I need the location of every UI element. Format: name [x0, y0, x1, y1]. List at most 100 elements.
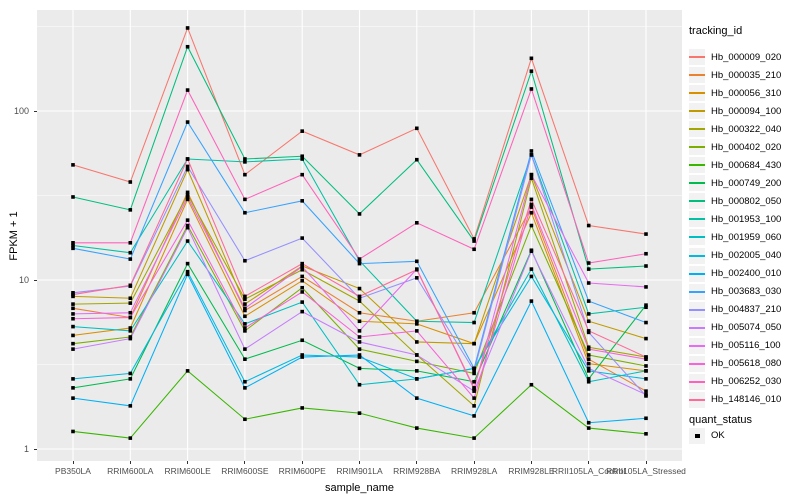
data-point — [357, 382, 362, 387]
data-point — [586, 353, 591, 357]
x-tick-label: RRIM600LA — [107, 466, 154, 476]
data-point — [185, 26, 190, 30]
data-point — [300, 264, 304, 269]
data-point — [415, 322, 419, 326]
legend-key-line-icon — [689, 74, 705, 77]
data-point — [529, 87, 534, 91]
data-point — [586, 329, 591, 333]
data-point — [529, 223, 534, 228]
legend-key-swatch — [689, 193, 705, 210]
data-point — [586, 347, 591, 351]
data-point — [71, 312, 75, 316]
x-tick-mark — [645, 461, 647, 464]
legend-item-label: Hb_005074_050 — [711, 322, 782, 334]
legend-item: Hb_002400_010 — [689, 265, 799, 283]
data-point — [357, 366, 362, 371]
legend-item: Hb_006252_030 — [689, 373, 799, 391]
data-point — [415, 369, 419, 373]
legend-item: Hb_000402_020 — [689, 138, 799, 156]
data-point — [300, 406, 304, 410]
data-point — [185, 369, 190, 373]
data-point — [586, 261, 591, 265]
data-point — [586, 223, 591, 228]
x-tick-label: RRIM928BA — [393, 466, 441, 476]
data-point — [529, 202, 534, 207]
data-point — [472, 239, 476, 243]
data-point — [586, 369, 591, 373]
legend-item-label: Hb_000322_040 — [711, 123, 782, 135]
data-point — [243, 326, 247, 330]
legend-item: Hb_005074_050 — [689, 319, 799, 337]
data-point — [357, 355, 362, 359]
data-point — [300, 338, 304, 343]
legend-key-swatch — [689, 49, 705, 66]
data-point — [71, 386, 75, 390]
quant-legend-rows: OK — [689, 427, 799, 445]
data-point — [243, 379, 247, 384]
data-point — [586, 377, 591, 381]
data-point — [300, 172, 304, 177]
data-point — [71, 429, 75, 434]
data-point — [357, 261, 362, 266]
data-point — [529, 149, 534, 153]
legend-key-swatch — [689, 355, 705, 372]
data-point — [300, 199, 304, 203]
data-point — [472, 386, 476, 390]
data-point — [71, 377, 75, 381]
data-point — [300, 285, 304, 290]
legend-item-label: Hb_005618_080 — [711, 358, 782, 370]
data-point — [415, 221, 419, 225]
data-point — [243, 197, 247, 202]
legend-item-label: Hb_000749_200 — [711, 177, 782, 189]
legend-item-label: Hb_004837_210 — [711, 304, 782, 316]
legend-key-swatch — [689, 337, 705, 354]
legend-item-label: Hb_005116_100 — [711, 340, 781, 352]
data-point — [644, 336, 648, 341]
legend-key-line-icon — [689, 290, 705, 293]
data-point — [185, 192, 190, 197]
data-point — [529, 274, 534, 279]
legend-item-label: Hb_000802_050 — [711, 195, 782, 207]
legend-key-line-icon — [689, 164, 705, 167]
data-point — [529, 205, 534, 209]
data-point — [529, 382, 534, 387]
data-point — [243, 347, 247, 351]
data-point — [472, 320, 476, 325]
legend-item: Hb_000684_430 — [689, 156, 799, 174]
legend-key-swatch — [689, 121, 705, 138]
data-point — [71, 302, 75, 306]
data-point — [472, 414, 476, 418]
data-point — [243, 160, 247, 164]
x-tick-mark — [359, 461, 360, 464]
legend-key-swatch — [689, 373, 705, 390]
data-point — [71, 243, 75, 248]
legend-item: Hb_000035_210 — [689, 66, 799, 84]
data-point — [71, 316, 75, 321]
x-tick-label: RRIM600SE — [221, 466, 269, 476]
plot-panel — [37, 10, 682, 461]
data-point — [71, 341, 75, 346]
legend-item: Hb_000009_020 — [689, 48, 799, 66]
data-point — [415, 157, 419, 162]
plot-canvas — [37, 10, 682, 461]
data-point — [243, 172, 247, 177]
legend-key-line-icon — [689, 380, 705, 383]
data-point — [128, 329, 133, 333]
data-point — [128, 250, 133, 255]
legend-key-swatch — [689, 319, 705, 336]
x-tick-mark — [301, 461, 303, 464]
legend-key-line-icon — [689, 254, 705, 257]
data-point — [357, 294, 362, 299]
legend-key-swatch — [689, 175, 705, 192]
y-tick-label: 10 — [18, 274, 29, 285]
data-point — [644, 416, 648, 421]
data-point — [128, 315, 133, 320]
legend-item-label: Hb_000035_210 — [711, 69, 782, 81]
data-point — [71, 195, 75, 199]
data-point — [586, 420, 591, 425]
data-point — [185, 120, 190, 124]
x-tick-mark — [244, 461, 246, 464]
data-point — [300, 157, 304, 161]
legend-item: Hb_005618_080 — [689, 355, 799, 373]
data-point — [357, 153, 362, 157]
